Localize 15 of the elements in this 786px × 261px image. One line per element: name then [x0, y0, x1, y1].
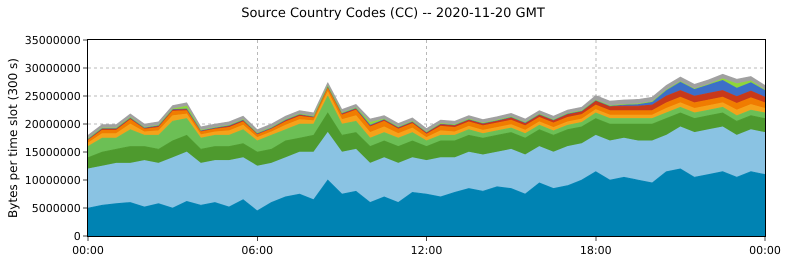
x-tick-label: 00:00: [72, 244, 104, 258]
y-tick-label: 0: [74, 230, 81, 243]
x-tick-label: 00:00: [749, 244, 781, 258]
x-tick-label: 06:00: [241, 244, 274, 258]
y-tick-label: 25000000: [24, 90, 81, 103]
y-tick-label: 30000000: [24, 62, 81, 75]
y-tick-label: 15000000: [24, 146, 81, 159]
chart-title: Source Country Codes (CC) -- 2020-11-20 GMT: [241, 6, 545, 21]
y-axis-title: Bytes per time slot (300 s): [6, 58, 20, 218]
y-tick-label: 20000000: [24, 118, 81, 131]
x-tick-label: 12:00: [410, 244, 442, 258]
y-tick-label: 10000000: [24, 174, 81, 187]
y-tick-label: 5000000: [32, 202, 81, 215]
x-tick-label: 18:00: [580, 244, 612, 258]
y-tick-label: 35000000: [24, 34, 81, 47]
